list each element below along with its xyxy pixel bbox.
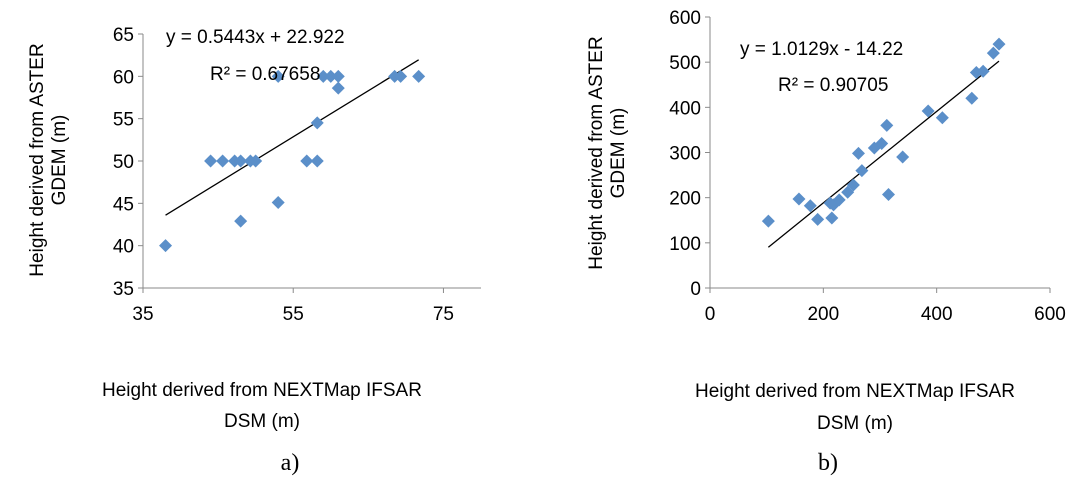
data-point: [803, 199, 817, 213]
y-tick-label: 40: [113, 237, 134, 258]
data-point: [986, 46, 1000, 60]
data-point: [310, 116, 324, 130]
x-axis-title: Height derived from NEXTMap IFSAR: [695, 381, 1015, 402]
x-axis-title: Height derived from NEXTMap IFSAR: [102, 380, 422, 401]
figure-caption: a): [281, 450, 300, 476]
y-tick-label: 100: [669, 234, 701, 255]
x-tick-label: 55: [283, 304, 304, 325]
data-point: [965, 91, 979, 105]
x-tick-label: 35: [132, 304, 153, 325]
y-axis-title: GDEM (m): [49, 115, 70, 206]
data-point: [855, 164, 869, 178]
data-point: [851, 146, 865, 160]
data-point: [234, 214, 248, 228]
data-point: [992, 37, 1006, 51]
data-point: [761, 214, 775, 228]
y-tick-label: 50: [113, 152, 134, 173]
x-tick-label: 200: [807, 304, 839, 325]
trendline-equation: y = 0.5443x + 22.922: [166, 27, 345, 48]
data-point: [935, 111, 949, 125]
data-point: [324, 69, 338, 83]
y-axis-title: Height derived from ASTER: [27, 43, 48, 276]
y-tick-label: 0: [690, 279, 701, 300]
x-tick-label: 600: [1034, 304, 1066, 325]
trendline: [165, 59, 419, 216]
r-squared-label: R² = 0.67658: [210, 64, 320, 85]
data-point: [811, 212, 825, 226]
data-point: [394, 69, 408, 83]
y-tick-label: 65: [113, 25, 134, 46]
data-point: [204, 154, 218, 168]
data-point: [271, 69, 285, 83]
y-tick-label: 60: [113, 67, 134, 88]
y-tick-label: 600: [669, 8, 701, 29]
data-point: [310, 154, 324, 168]
data-point: [249, 154, 263, 168]
y-tick-label: 45: [113, 194, 134, 215]
x-tick-label: 0: [705, 304, 716, 325]
y-tick-label: 35: [113, 279, 134, 300]
y-tick-label: 400: [669, 98, 701, 119]
data-point: [792, 192, 806, 206]
x-tick-label: 75: [433, 304, 454, 325]
y-tick-label: 300: [669, 144, 701, 165]
data-point: [316, 69, 330, 83]
data-point: [271, 195, 285, 209]
data-point: [825, 211, 839, 225]
data-point: [832, 193, 846, 207]
data-point: [896, 150, 910, 164]
trendline: [767, 60, 1000, 248]
trendline-equation: y = 1.0129x - 14.22: [740, 39, 903, 60]
data-point: [921, 104, 935, 118]
data-point: [875, 136, 889, 150]
figure-caption: b): [818, 450, 838, 476]
data-point: [300, 154, 314, 168]
data-point: [412, 69, 426, 83]
y-tick-label: 55: [113, 110, 134, 131]
y-tick-label: 200: [669, 189, 701, 210]
data-point: [880, 118, 894, 132]
data-point: [976, 64, 990, 78]
r-squared-label: R² = 0.90705: [778, 75, 888, 96]
data-point: [216, 154, 230, 168]
y-tick-label: 500: [669, 53, 701, 74]
data-point: [331, 81, 345, 95]
data-point: [331, 69, 345, 83]
scatter-chart-b: 0 100 200 300 400 500 600 0 200 400 600 y = 1.0129x…: [586, 8, 1066, 476]
x-axis-title: DSM (m): [224, 411, 300, 432]
y-axis-title: GDEM (m): [608, 108, 629, 199]
x-tick-label: 400: [921, 304, 953, 325]
data-point: [159, 239, 173, 253]
data-point: [234, 154, 248, 168]
data-point: [846, 178, 860, 192]
scatter-chart-a: 35 40 45 50 55 60 65 35 55 75 y = 0.5443x + 22.922…: [27, 25, 481, 476]
data-point: [882, 188, 895, 202]
y-axis-title: Height derived from ASTER: [586, 36, 607, 269]
x-axis-title: DSM (m): [817, 413, 893, 434]
